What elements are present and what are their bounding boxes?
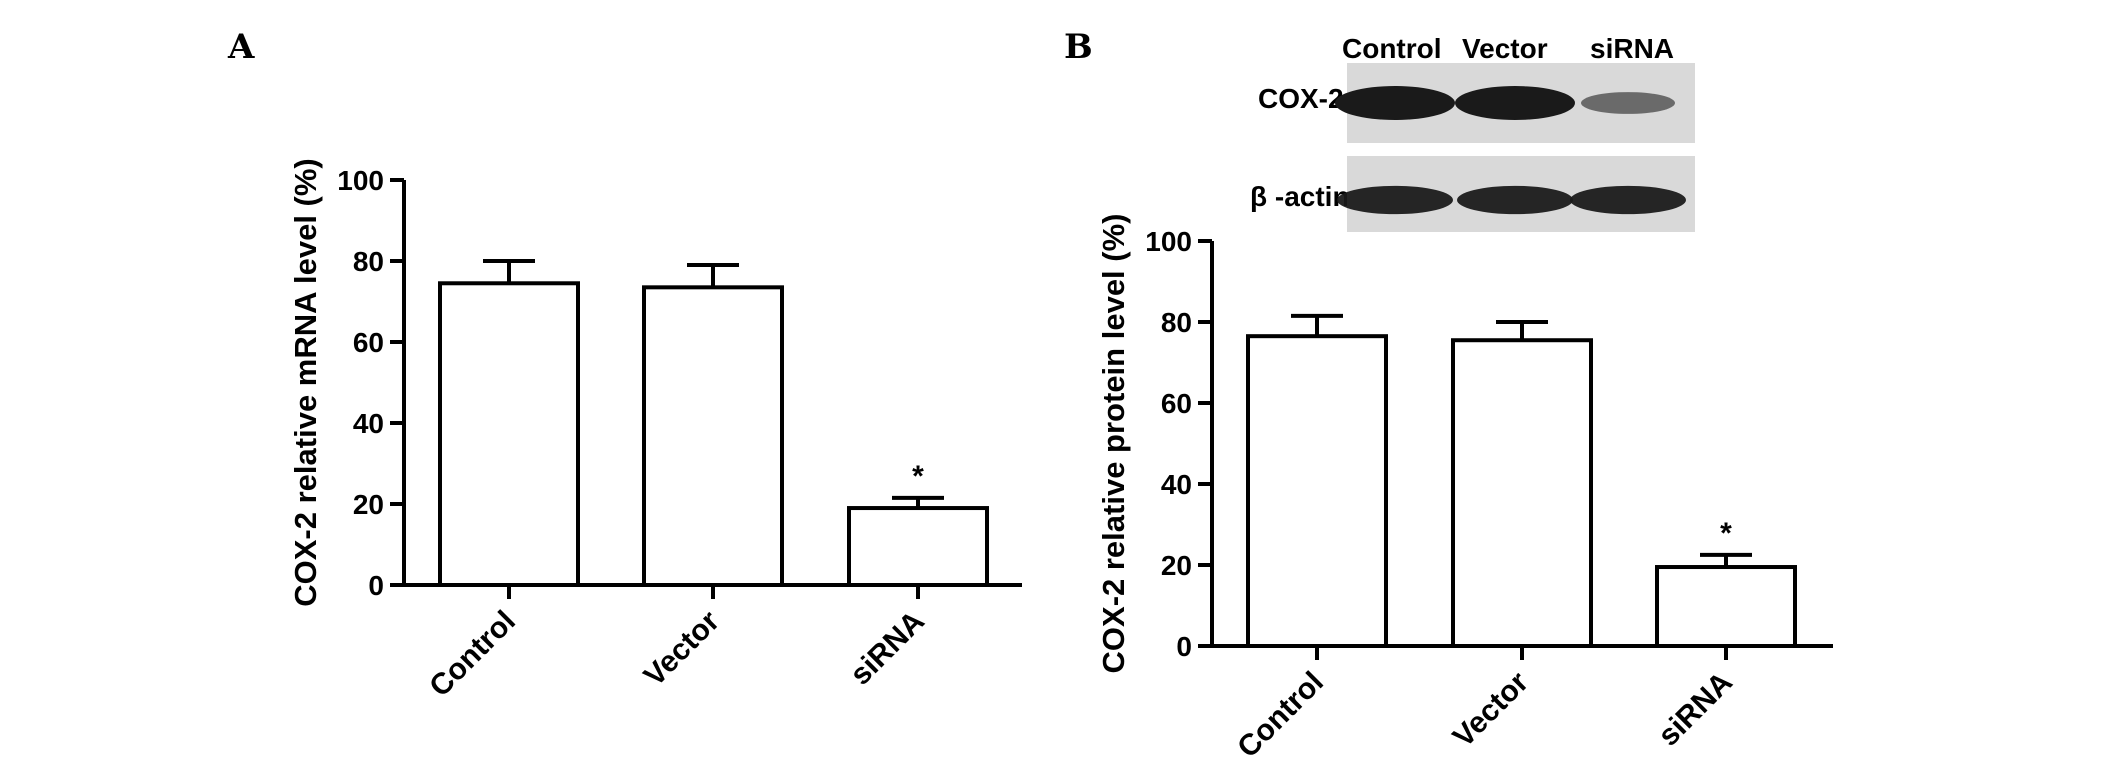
x-tick-label-vector: Vector: [638, 604, 726, 692]
western-blot: Control Vector siRNA COX-2 β -actin: [1250, 33, 1695, 232]
x-tick-label-sirna: siRNA: [844, 605, 931, 692]
y-tick-label: 60: [1161, 388, 1192, 419]
blot-band-actin-2: [1457, 185, 1573, 215]
bar-vector: [1451, 338, 1593, 648]
y-tick-label: 60: [353, 327, 384, 358]
blot-band-cox2-2: [1455, 86, 1575, 120]
blot-band-cox2-1: [1335, 86, 1455, 120]
y-tick-label: 100: [337, 165, 384, 196]
y-tick-label: 40: [1161, 469, 1192, 500]
panel-a-letter: A: [227, 27, 255, 67]
chart-a: 0 20 40 60 80 100 COX-2 relative mRNA level (%…: [288, 158, 1022, 703]
y-tick-label: 0: [368, 570, 384, 601]
blot-band-actin-1: [1337, 185, 1453, 215]
bar-vector: [642, 285, 784, 587]
y-tick-label: 100: [1145, 226, 1192, 257]
y-axis-label: COX-2 relative protein level (%): [1096, 214, 1131, 674]
blot-lane-label-vector: Vector: [1462, 33, 1548, 64]
y-tick-label: 20: [1161, 550, 1192, 581]
y-tick-label: 80: [1161, 307, 1192, 338]
y-tick-label: 0: [1176, 631, 1192, 662]
bar-sirna: [1655, 565, 1797, 649]
significance-marker: *: [912, 460, 924, 493]
y-tick-label: 40: [353, 408, 384, 439]
y-axis-label: COX-2 relative mRNA level (%): [288, 158, 323, 607]
x-tick-label-vector: Vector: [1447, 665, 1535, 753]
blot-band-cox2-3: [1581, 92, 1675, 114]
x-tick-label-control: Control: [423, 605, 522, 704]
blot-lane-label-sirna: siRNA: [1590, 33, 1674, 64]
significance-marker: *: [1720, 517, 1732, 550]
bar-control: [438, 281, 580, 587]
bar-control: [1246, 334, 1388, 648]
x-tick-label-control: Control: [1231, 666, 1330, 765]
blot-row-label-actin: β -actin: [1250, 181, 1350, 212]
panel-b-letter: B: [1064, 27, 1093, 67]
blot-row-label-cox2: COX-2: [1258, 83, 1344, 114]
chart-b: 0 20 40 60 80 100 COX-2 relative protein level…: [1096, 214, 1833, 765]
y-tick-label: 20: [353, 489, 384, 520]
y-tick-label: 80: [353, 246, 384, 277]
blot-lane-label-control: Control: [1342, 33, 1442, 64]
blot-band-actin-3: [1570, 185, 1686, 215]
bar-sirna: [847, 506, 989, 587]
x-tick-label-sirna: siRNA: [1652, 666, 1739, 753]
